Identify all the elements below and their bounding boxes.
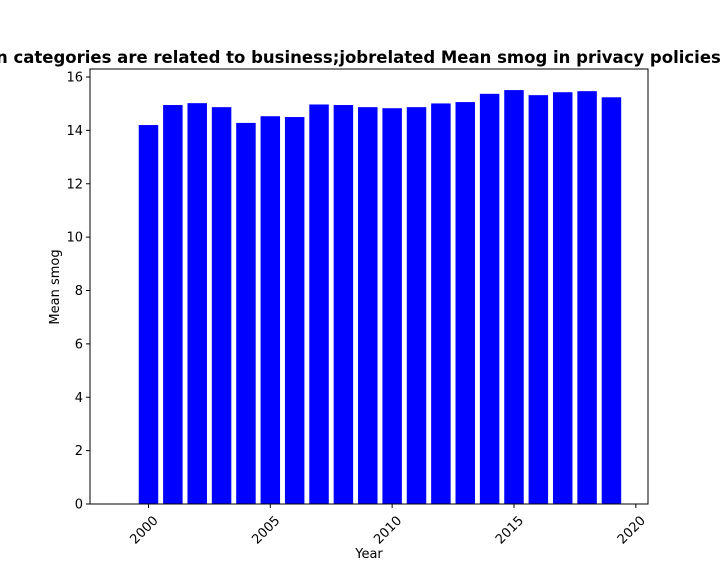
bar-2009 [358,107,378,504]
bar-2011 [406,107,427,504]
y-tick-label: 0 [75,498,83,513]
y-tick-label: 2 [75,444,83,459]
x-tick-label: 2005 [249,513,283,547]
y-tick-label: 12 [66,177,83,192]
bar-2017 [552,92,573,504]
y-tick-label: 10 [66,231,83,246]
x-tick-label: 2015 [493,513,527,547]
bar-2002 [187,103,207,504]
x-axis: 2000 2005 2010 2015 2020 [128,504,649,547]
x-tick-label: 2010 [371,513,405,547]
chart-title: n categories are related to business;job… [0,48,720,67]
y-axis: 0 2 4 6 8 10 12 14 16 [66,71,90,513]
y-tick-label: 4 [75,391,83,406]
bar-2014 [479,93,500,504]
bar-2003 [211,107,232,504]
bars-group [138,90,622,505]
bar-2010 [382,108,402,504]
y-tick-label: 6 [75,337,83,352]
bar-2015 [504,90,524,504]
bar-2013 [455,102,475,504]
bar-2006 [284,117,305,504]
bar-2018 [577,91,597,505]
y-axis-label: Mean smog [48,249,63,324]
x-axis-label: Year [354,547,383,562]
bar-2019 [601,97,622,504]
y-tick-label: 16 [66,71,83,86]
bar-2005 [260,116,281,505]
bar-2004 [236,122,256,504]
bar-2001 [163,105,183,504]
bar-2016 [528,95,549,505]
bar-2012 [431,103,451,505]
bar-2000 [138,125,159,504]
x-tick-label: 2000 [128,513,162,547]
y-tick-label: 14 [66,124,83,139]
x-tick-label: 2020 [615,513,649,547]
plot-frame [89,68,649,505]
bar-2007 [309,104,329,505]
bar-2008 [333,105,354,504]
y-tick-label: 8 [75,284,83,299]
